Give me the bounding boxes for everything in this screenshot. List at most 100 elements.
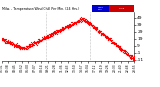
Point bbox=[52, 33, 55, 34]
Point bbox=[4, 39, 7, 41]
Point bbox=[68, 24, 70, 25]
Point bbox=[9, 43, 12, 44]
Point bbox=[132, 58, 134, 60]
Point bbox=[23, 47, 26, 49]
Point bbox=[105, 36, 107, 37]
Point bbox=[34, 41, 36, 43]
Point bbox=[71, 23, 74, 24]
Point bbox=[70, 24, 73, 26]
Point bbox=[99, 30, 101, 32]
Point bbox=[17, 47, 20, 48]
Point bbox=[116, 44, 119, 46]
Point bbox=[90, 25, 93, 26]
Point bbox=[50, 34, 53, 36]
Point bbox=[129, 56, 131, 58]
Point bbox=[8, 42, 10, 43]
Point bbox=[28, 45, 31, 46]
Point bbox=[70, 24, 73, 26]
Point bbox=[72, 23, 75, 24]
Point bbox=[74, 22, 76, 24]
Point bbox=[36, 41, 38, 43]
Point bbox=[76, 21, 79, 22]
Point bbox=[100, 34, 102, 35]
Point bbox=[64, 27, 67, 29]
Point bbox=[60, 28, 63, 29]
Point bbox=[59, 29, 61, 30]
Point bbox=[94, 28, 96, 29]
Point bbox=[61, 26, 64, 28]
Point bbox=[79, 20, 81, 21]
Point bbox=[48, 36, 51, 37]
Point bbox=[39, 40, 41, 41]
Point bbox=[124, 51, 127, 52]
Point bbox=[33, 45, 36, 46]
Point bbox=[24, 47, 26, 48]
Point bbox=[68, 26, 70, 28]
Point bbox=[102, 34, 105, 36]
Point bbox=[2, 39, 4, 41]
Point bbox=[119, 48, 122, 50]
Point bbox=[30, 45, 32, 46]
Point bbox=[117, 46, 119, 47]
Point bbox=[12, 43, 14, 44]
Point bbox=[15, 43, 17, 45]
Point bbox=[41, 38, 44, 39]
Point bbox=[29, 46, 31, 47]
Point bbox=[118, 46, 121, 47]
Point bbox=[40, 39, 43, 40]
Point bbox=[86, 22, 88, 23]
Point bbox=[55, 32, 57, 33]
Point bbox=[46, 37, 49, 38]
Point bbox=[89, 23, 92, 24]
Point bbox=[87, 21, 90, 23]
Point bbox=[96, 30, 99, 32]
Point bbox=[40, 40, 42, 42]
Point bbox=[100, 35, 102, 36]
Point bbox=[102, 32, 104, 34]
Point bbox=[87, 21, 90, 23]
Point bbox=[104, 36, 106, 37]
Point bbox=[101, 34, 104, 35]
Point bbox=[14, 45, 17, 46]
Point bbox=[5, 40, 8, 42]
Point bbox=[46, 37, 48, 38]
Point bbox=[54, 32, 56, 33]
Point bbox=[5, 40, 7, 41]
Point bbox=[71, 24, 73, 26]
Point bbox=[20, 48, 22, 49]
Point bbox=[55, 32, 58, 33]
Point bbox=[17, 45, 20, 47]
Point bbox=[113, 43, 116, 44]
Point bbox=[114, 43, 117, 45]
Point bbox=[21, 47, 23, 48]
Point bbox=[120, 47, 123, 48]
Point bbox=[17, 47, 19, 48]
Point bbox=[93, 27, 96, 28]
Point bbox=[29, 45, 32, 47]
Point bbox=[50, 33, 53, 34]
Point bbox=[64, 26, 67, 28]
Point bbox=[105, 37, 107, 38]
Point bbox=[122, 51, 124, 53]
Point bbox=[95, 28, 97, 30]
Point bbox=[93, 25, 95, 27]
Point bbox=[4, 41, 6, 43]
Point bbox=[83, 20, 86, 21]
Point bbox=[40, 38, 43, 39]
Point bbox=[112, 41, 114, 43]
Point bbox=[86, 22, 88, 24]
Point bbox=[131, 57, 133, 58]
Point bbox=[94, 29, 97, 31]
Point bbox=[32, 44, 35, 45]
Point bbox=[22, 46, 25, 48]
Point bbox=[82, 17, 84, 19]
Point bbox=[25, 47, 28, 48]
Point bbox=[56, 33, 58, 34]
Point bbox=[8, 42, 11, 43]
Point bbox=[117, 45, 119, 46]
Point bbox=[108, 38, 111, 40]
Point bbox=[45, 37, 48, 38]
Point bbox=[118, 46, 121, 47]
Point bbox=[72, 24, 74, 26]
Point bbox=[34, 41, 37, 42]
